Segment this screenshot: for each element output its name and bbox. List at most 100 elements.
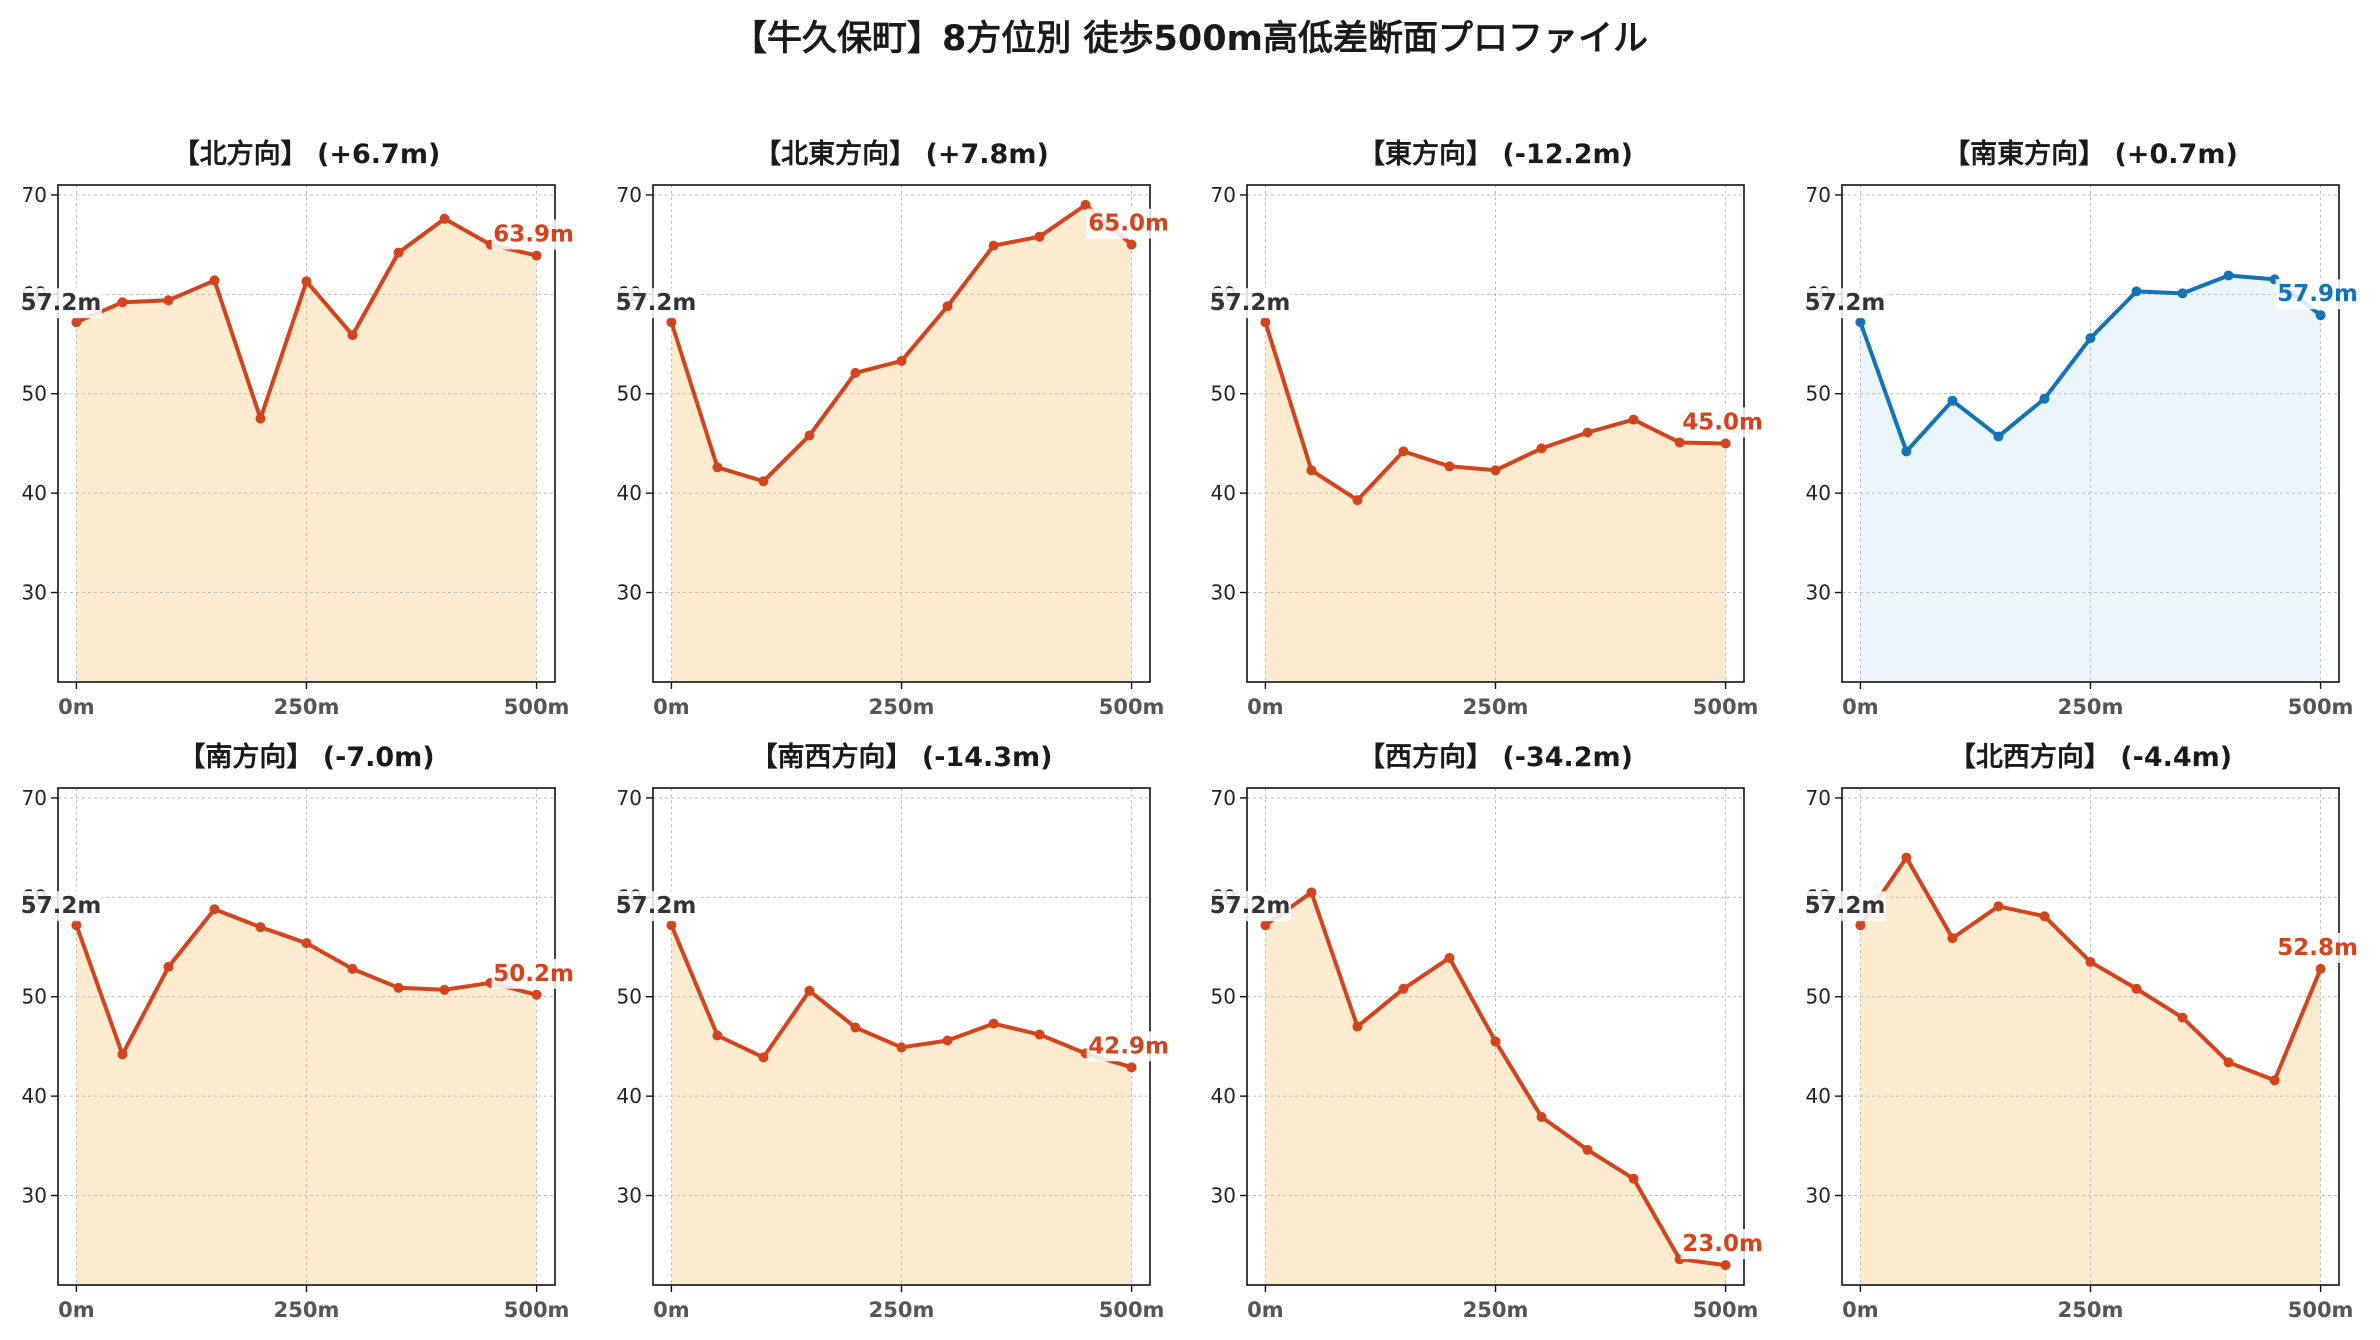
start-label-bg [20, 891, 102, 922]
data-point [2131, 983, 2142, 994]
data-point [2085, 333, 2096, 344]
chart-panel-1: 【北方向】 (+6.7m)30405060700m250m500m57.2m63… [20, 138, 576, 719]
chart-panel-4: 【南東方向】 (+0.7m)30405060700m250m500m57.2m5… [1804, 138, 2360, 719]
end-elevation-label: 65.0m [1088, 211, 1169, 237]
data-point [1628, 1173, 1639, 1184]
y-tick-label: 30 [1211, 581, 1236, 605]
panel-title: 【北東方向】 (+7.8m) [754, 138, 1049, 170]
data-point [804, 985, 815, 996]
start-elevation-label: 57.2m [616, 893, 697, 919]
data-point [712, 462, 723, 473]
x-tick-label: 500m [504, 1298, 570, 1322]
y-tick-label: 30 [1211, 1184, 1236, 1208]
data-point [2177, 1012, 2188, 1023]
x-tick-label: 250m [274, 1298, 340, 1322]
data-point [2223, 270, 2234, 281]
start-label-bg [1804, 288, 1886, 319]
data-point [439, 984, 450, 995]
x-tick-label: 0m [653, 1298, 690, 1322]
start-elevation-label: 57.2m [1805, 290, 1886, 316]
end-elevation-label: 45.0m [1682, 409, 1763, 435]
x-tick-label: 250m [869, 1298, 935, 1322]
data-point [1260, 920, 1271, 931]
data-point [1993, 901, 2004, 912]
data-point [209, 904, 220, 915]
data-point [758, 476, 769, 487]
data-point [1947, 933, 1958, 944]
y-tick-label: 40 [617, 481, 642, 505]
data-point [1490, 1036, 1501, 1047]
x-tick-label: 250m [1463, 695, 1529, 719]
data-point [2039, 911, 2050, 922]
x-tick-label: 500m [1099, 1298, 1165, 1322]
x-tick-label: 0m [1247, 1298, 1284, 1322]
y-tick-label: 50 [22, 985, 47, 1009]
panel-title: 【南東方向】 (+0.7m) [1943, 138, 2238, 170]
data-point [1034, 1029, 1045, 1040]
figure-title: 【牛久保町】8方位別 徒歩500m高低差断面プロファイル [731, 19, 1649, 59]
data-point [666, 920, 677, 931]
start-elevation-label: 57.2m [1210, 290, 1291, 316]
data-point [942, 1035, 953, 1046]
data-point [301, 938, 312, 949]
data-point [1536, 1112, 1547, 1123]
y-tick-label: 70 [617, 786, 642, 810]
data-point [1490, 465, 1501, 476]
x-tick-label: 250m [2058, 695, 2124, 719]
panel-title: 【南方向】 (-7.0m) [178, 741, 434, 773]
data-point [1444, 952, 1455, 963]
data-point [896, 355, 907, 366]
data-point [531, 989, 542, 1000]
data-point [255, 413, 266, 424]
data-point [1398, 983, 1409, 994]
data-point [1947, 395, 1958, 406]
y-tick-label: 40 [1211, 1084, 1236, 1108]
start-elevation-label: 57.2m [1805, 893, 1886, 919]
data-point [163, 961, 174, 972]
chart-panel-3: 【東方向】 (-12.2m)30405060700m250m500m57.2m4… [1209, 138, 1765, 719]
data-point [1582, 1144, 1593, 1155]
data-point [439, 213, 450, 224]
elevation-fill-area [76, 909, 537, 1285]
data-point [209, 275, 220, 286]
data-point [393, 982, 404, 993]
data-point [896, 1042, 907, 1053]
data-point [988, 240, 999, 251]
data-point [2315, 310, 2326, 321]
data-point [2177, 288, 2188, 299]
data-point [850, 1022, 861, 1033]
chart-panel-5: 【南方向】 (-7.0m)30405060700m250m500m57.2m50… [20, 741, 576, 1322]
data-point [1306, 465, 1317, 476]
end-elevation-label: 50.2m [493, 961, 574, 987]
y-tick-label: 50 [617, 382, 642, 406]
data-point [1674, 437, 1685, 448]
x-tick-label: 250m [869, 695, 935, 719]
data-point [117, 297, 128, 308]
x-tick-label: 500m [1693, 695, 1759, 719]
panel-title: 【西方向】 (-34.2m) [1358, 741, 1633, 773]
data-point [1306, 887, 1317, 898]
end-label-bg [1086, 1031, 1171, 1062]
y-tick-label: 30 [1806, 581, 1831, 605]
y-tick-label: 40 [22, 481, 47, 505]
x-tick-label: 250m [2058, 1298, 2124, 1322]
data-point [1855, 317, 1866, 328]
y-tick-label: 50 [1211, 382, 1236, 406]
start-label-bg [1209, 288, 1291, 319]
start-label-bg [20, 288, 102, 319]
chart-panel-6: 【南西方向】 (-14.3m)30405060700m250m500m57.2m… [615, 741, 1171, 1322]
data-point [2269, 1075, 2280, 1086]
data-point [1260, 317, 1271, 328]
x-tick-label: 250m [274, 695, 340, 719]
data-point [1582, 427, 1593, 438]
data-point [1628, 414, 1639, 425]
data-point [1126, 239, 1137, 250]
y-tick-label: 40 [617, 1084, 642, 1108]
end-elevation-label: 23.0m [1682, 1231, 1763, 1257]
data-point [2223, 1057, 2234, 1068]
y-tick-label: 50 [1211, 985, 1236, 1009]
data-point [1855, 920, 1866, 931]
data-point [393, 247, 404, 258]
end-label-bg [1680, 1229, 1765, 1260]
